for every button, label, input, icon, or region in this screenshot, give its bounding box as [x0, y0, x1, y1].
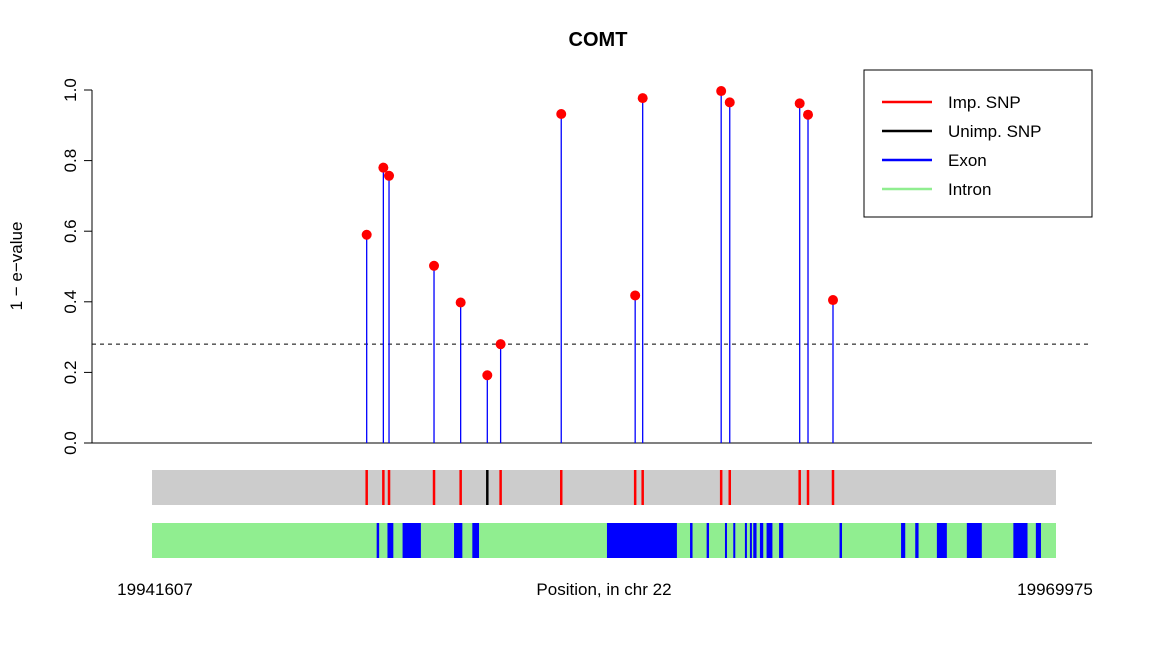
data-point: [794, 98, 805, 109]
exon-block: [472, 523, 480, 558]
legend-items: Imp. SNP Unimp. SNP Exon Intron: [882, 93, 1042, 199]
data-point: [630, 290, 641, 301]
legend-label: Unimp. SNP: [948, 122, 1042, 141]
exon-block: [759, 523, 764, 558]
exon-block: [733, 523, 736, 558]
y-tick-label: 0.4: [61, 290, 80, 314]
snp-marks: [365, 470, 835, 505]
data-point: [716, 86, 727, 97]
x-start-label: 19941607: [117, 580, 193, 599]
data-point: [429, 260, 440, 271]
exon-marks: [376, 523, 1041, 558]
exon-block: [966, 523, 982, 558]
legend-box: [863, 69, 1093, 218]
legend-label: Intron: [948, 180, 991, 199]
exon-block: [753, 523, 757, 558]
exon-block: [606, 523, 677, 558]
y-tick-label: 0.8: [61, 149, 80, 173]
y-axis-label: 1 − e−value: [7, 222, 26, 311]
points: [361, 86, 838, 381]
exon-block: [376, 523, 380, 558]
data-point: [495, 339, 506, 350]
y-tick-label: 1.0: [61, 78, 80, 102]
exon-block: [915, 523, 919, 558]
snp-track: [152, 470, 1056, 505]
gene-track-background: [152, 523, 1056, 558]
y-tick-label: 0.2: [61, 361, 80, 385]
snp-track-background: [152, 470, 1056, 505]
data-point: [361, 229, 372, 240]
exon-block: [766, 523, 773, 558]
exon-block: [724, 523, 727, 558]
exon-block: [402, 523, 421, 558]
exon-block: [1013, 523, 1028, 558]
exon-block: [749, 523, 752, 558]
exon-block: [779, 523, 784, 558]
chart-title: COMT: [569, 29, 628, 51]
exon-block: [690, 523, 693, 558]
exon-block: [744, 523, 747, 558]
data-point: [384, 170, 395, 181]
y-tick-label: 0.6: [61, 219, 80, 243]
x-end-label: 19969975: [1017, 580, 1093, 599]
exon-block: [454, 523, 463, 558]
data-point: [724, 97, 735, 108]
exon-block: [901, 523, 906, 558]
data-point: [637, 93, 648, 104]
data-point: [803, 109, 814, 120]
exon-block: [1035, 523, 1041, 558]
legend-label: Exon: [948, 151, 987, 170]
gene-track: [152, 523, 1056, 558]
data-point: [455, 297, 466, 308]
legend: Imp. SNP Unimp. SNP Exon Intron: [863, 69, 1093, 218]
x-axis-label: Position, in chr 22: [536, 580, 671, 599]
exon-block: [839, 523, 843, 558]
data-point: [482, 370, 493, 381]
y-axis: 0.0 0.2 0.4 0.6 0.8 1.0: [61, 78, 93, 455]
y-ticks: 0.0 0.2 0.4 0.6 0.8 1.0: [61, 78, 92, 455]
data-point: [378, 162, 389, 173]
exon-block: [387, 523, 394, 558]
exon-block: [936, 523, 947, 558]
data-point: [556, 109, 567, 120]
stems: [366, 91, 834, 443]
legend-label: Imp. SNP: [948, 93, 1021, 112]
y-tick-label: 0.0: [61, 431, 80, 455]
data-point: [827, 295, 838, 306]
exon-block: [706, 523, 710, 558]
